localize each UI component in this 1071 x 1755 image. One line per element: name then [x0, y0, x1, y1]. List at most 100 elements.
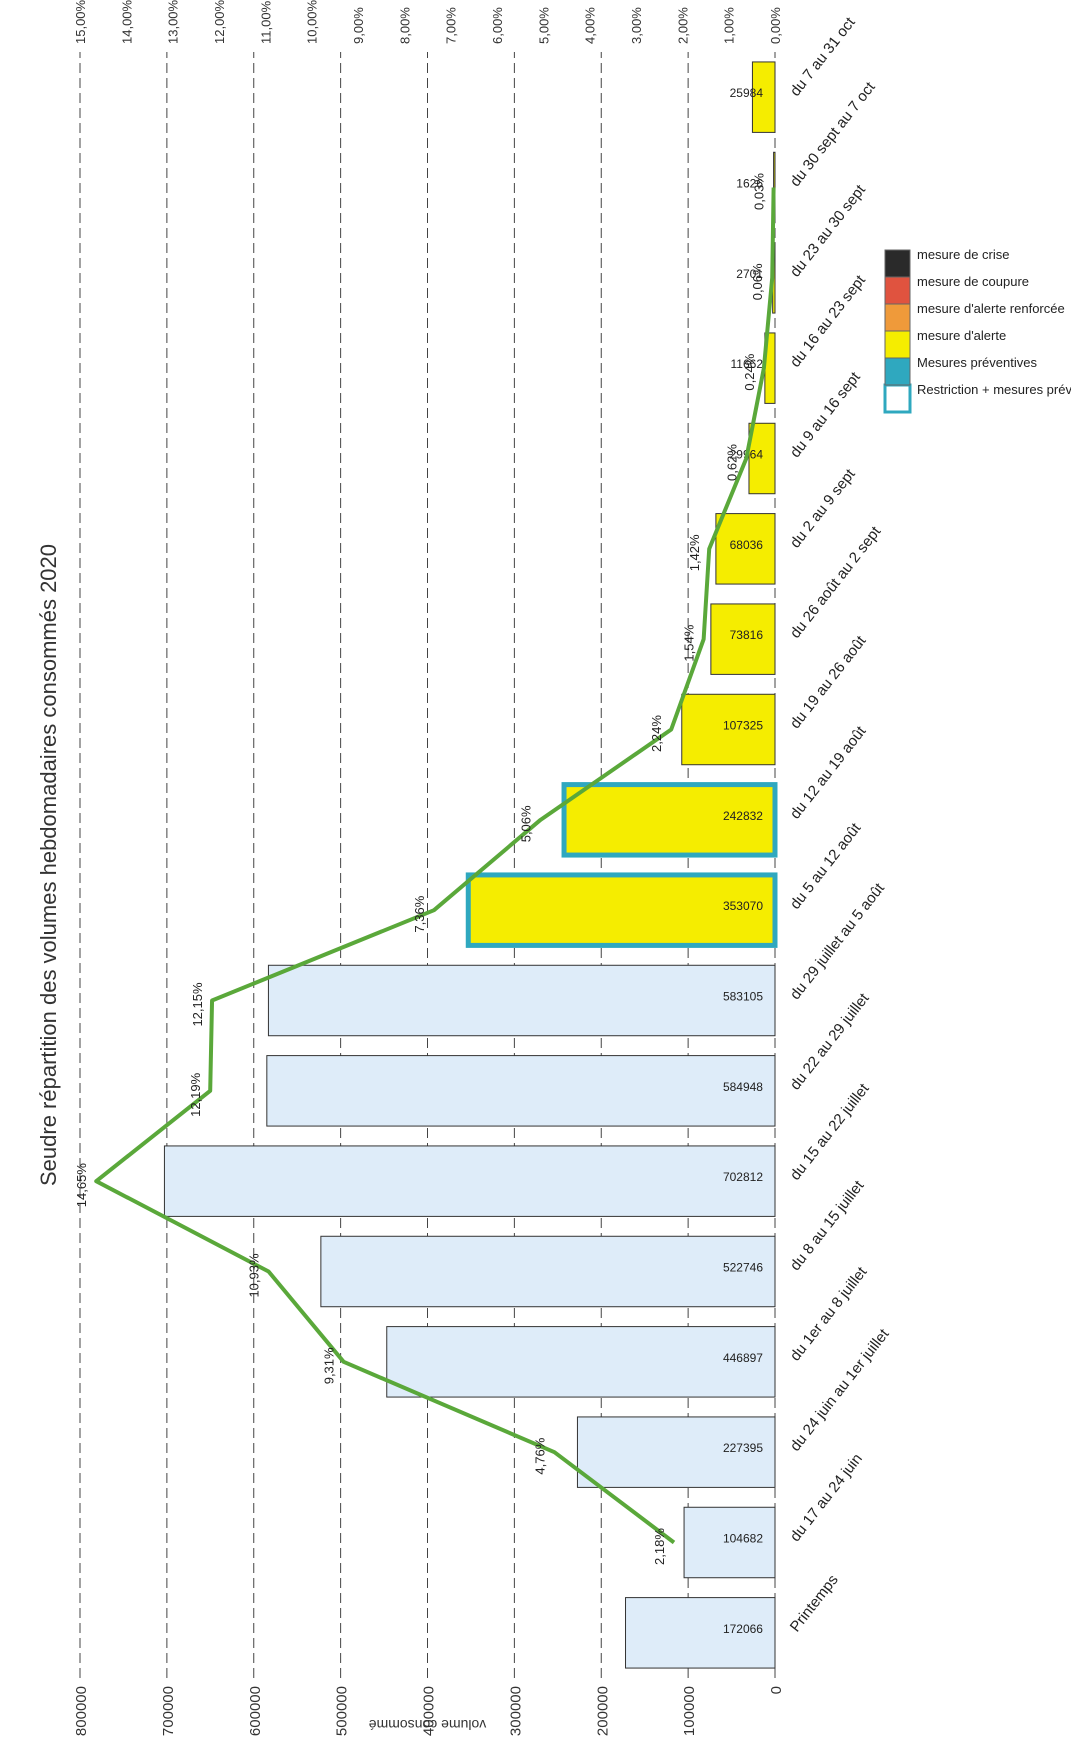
chart-rotated-group: Seudre répartition des volumes hebdomada… [36, 0, 1071, 1736]
measure-swatch [884, 249, 911, 278]
bar-value-label: 107325 [723, 719, 763, 733]
measure-swatch [884, 303, 911, 332]
y-axis-title: volume consommé [369, 1717, 487, 1733]
bar-value-label: 242832 [723, 809, 763, 823]
category-label: du 2 au 9 sept [787, 465, 859, 551]
category-label: du 15 au 22 juillet [787, 1080, 873, 1184]
measure-swatch [884, 330, 911, 359]
measure-swatch [884, 276, 911, 305]
y2-tick-label: 0,00% [768, 7, 783, 44]
bar-value-label: 68036 [730, 538, 764, 552]
y2-tick-label: 8,00% [397, 7, 412, 44]
bar [266, 1055, 776, 1127]
bar [465, 872, 778, 948]
y-tick-label: 300000 [507, 1686, 524, 1736]
bar-value-label: 446897 [723, 1351, 763, 1365]
bar-value-label: 353070 [723, 899, 763, 913]
line-data-label: 5,06% [519, 805, 534, 842]
y-tick-label: 0 [768, 1686, 785, 1694]
y-tick-label: 500000 [334, 1686, 351, 1736]
y-tick-label: 400000 [421, 1686, 438, 1736]
y2-tick-label: 14,00% [119, 0, 134, 44]
measure-label: Restriction + mesures préventives [917, 382, 1071, 397]
measure-label: mesure d'alerte renforcée [917, 301, 1065, 316]
line-data-label: 0,03% [752, 173, 767, 210]
y2-tick-label: 1,00% [722, 7, 737, 44]
y2-tick-label: 13,00% [166, 0, 181, 44]
chart-title: Seudre répartition des volumes hebdomada… [36, 544, 61, 1186]
category-label: du 9 au 16 sept [787, 368, 865, 461]
line-data-label: 12,15% [190, 982, 205, 1027]
category-label: du 1er au 8 juillet [787, 1263, 871, 1364]
line-data-label: 0,24% [742, 353, 757, 390]
bar-value-label: 25984 [730, 86, 764, 100]
series-line [94, 187, 776, 1545]
measure-swatch [884, 357, 911, 386]
category-label: du 22 au 29 juillet [787, 990, 873, 1094]
y2-tick-label: 7,00% [444, 7, 459, 44]
line-data-label: 2,18% [652, 1528, 667, 1565]
bar-value-label: 584948 [723, 1080, 763, 1094]
bar [751, 61, 776, 133]
bar [163, 1145, 776, 1217]
y2-tick-label: 12,00% [212, 0, 227, 44]
category-label: du 16 au 23 sept [787, 271, 870, 370]
line-data-label: 1,42% [687, 534, 702, 571]
y2-tick-label: 15,00% [73, 0, 88, 44]
bar [715, 513, 776, 585]
measure-label: mesure d'alerte [917, 328, 1006, 343]
bar-value-label: 2701 [736, 267, 763, 281]
y-tick-label: 600000 [247, 1686, 264, 1736]
y2-tick-label: 6,00% [490, 7, 505, 44]
bar-value-label: 227395 [723, 1441, 763, 1455]
category-label: du 8 au 15 juillet [787, 1177, 868, 1274]
bar [386, 1326, 776, 1398]
category-label: Printemps [787, 1572, 842, 1636]
y-tick-label: 200000 [594, 1686, 611, 1736]
line-data-label: 14,65% [74, 1163, 89, 1208]
category-label: du 19 au 26 août [787, 632, 870, 732]
line-data-label: 0,62% [724, 444, 739, 481]
bar-value-label: 1626 [736, 177, 763, 191]
line-data-label: 9,31% [322, 1347, 337, 1384]
bar-value-label: 172066 [723, 1622, 763, 1636]
measure-swatch [883, 383, 912, 414]
line-data-label: 1,54% [682, 624, 697, 661]
bar [681, 693, 776, 766]
bar [576, 1416, 776, 1488]
bar [625, 1597, 776, 1669]
y2-tick-label: 10,00% [305, 0, 320, 44]
category-label: du 7 au 31 oct [787, 14, 859, 100]
bar [710, 603, 776, 675]
y2-tick-label: 2,00% [675, 7, 690, 44]
y2-tick-label: 11,00% [258, 0, 273, 44]
y-tick-label: 800000 [73, 1686, 90, 1736]
category-label: du 12 au 19 août [787, 722, 870, 822]
bar [320, 1235, 776, 1308]
line-data-label: 10,93% [247, 1253, 262, 1298]
category-label: du 5 au 12 août [787, 819, 865, 912]
line-data-label: 7,36% [412, 895, 427, 932]
line-data-label: 4,76% [532, 1437, 547, 1474]
bar [267, 964, 776, 1037]
y2-tick-label: 3,00% [629, 7, 644, 44]
line-data-label: 2,24% [649, 715, 664, 752]
bar [683, 1506, 776, 1579]
y2-tick-label: 5,00% [536, 7, 551, 44]
category-label: du 23 au 30 sept [787, 181, 870, 280]
line-data-label: 0,06% [750, 263, 765, 300]
measure-label: mesure de crise [917, 247, 1009, 262]
bar-value-label: 11662 [731, 357, 764, 371]
measure-label: mesure de coupure [917, 274, 1029, 289]
bar [561, 782, 778, 858]
measure-label: Mesures préventives [917, 355, 1037, 370]
bar-value-label: 104682 [723, 1532, 763, 1546]
y2-tick-label: 4,00% [583, 7, 598, 44]
y-tick-label: 700000 [160, 1686, 177, 1736]
y-tick-label: 100000 [681, 1686, 698, 1736]
bar [748, 422, 776, 495]
bar-value-label: 583105 [723, 990, 763, 1004]
bar-value-label: 702812 [723, 1170, 763, 1184]
